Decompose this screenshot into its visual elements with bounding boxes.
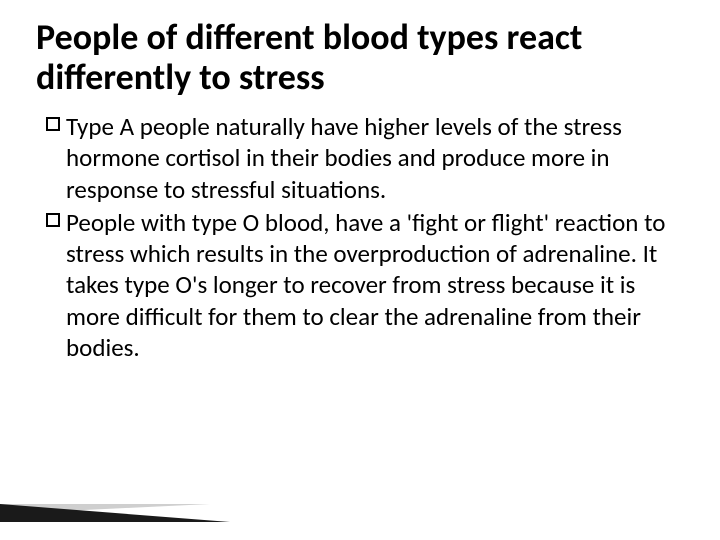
bullet-item: People with type O blood, have a 'fight … bbox=[46, 207, 684, 363]
bullet-item: Type A people naturally have higher leve… bbox=[46, 111, 684, 205]
square-bullet-icon bbox=[46, 213, 60, 227]
slide: People of different blood types react di… bbox=[0, 0, 720, 540]
corner-accent bbox=[0, 484, 230, 522]
bullet-text: Type A people naturally have higher leve… bbox=[66, 111, 684, 205]
bullet-text: People with type O blood, have a 'fight … bbox=[66, 207, 684, 363]
body-area: Type A people naturally have higher leve… bbox=[36, 111, 684, 363]
square-bullet-icon bbox=[46, 117, 60, 131]
slide-title: People of different blood types react di… bbox=[36, 18, 684, 97]
accent-wedge-icon bbox=[0, 484, 230, 522]
